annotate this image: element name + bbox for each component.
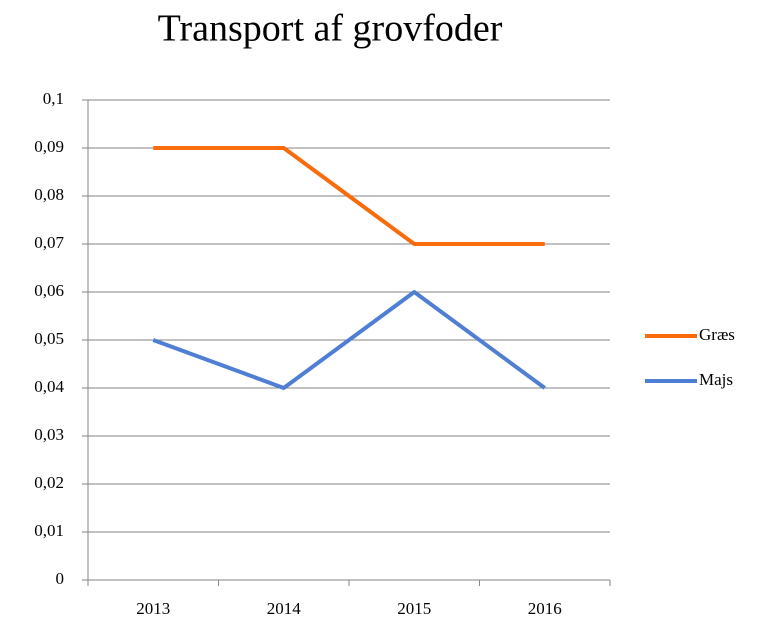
- y-tick-label: 0,09: [34, 137, 64, 156]
- y-tick-label: 0,01: [34, 521, 64, 540]
- y-tick-label: 0,06: [34, 281, 64, 300]
- x-tick-label: 2015: [397, 599, 431, 618]
- x-tick-label: 2014: [267, 599, 302, 618]
- legend-label: Majs: [699, 370, 733, 389]
- y-tick-label: 0,07: [34, 233, 64, 252]
- x-tick-label: 2013: [136, 599, 170, 618]
- y-tick-label: 0,04: [34, 377, 64, 396]
- x-tick-label: 2016: [528, 599, 562, 618]
- line-series: [153, 146, 545, 246]
- line-series: [152, 290, 546, 390]
- y-tick-label: 0,05: [34, 329, 64, 348]
- legend-label: Græs: [699, 325, 735, 344]
- y-tick-label: 0: [56, 569, 65, 588]
- chart-title: Transport af grovfoder: [158, 8, 503, 50]
- y-tick-label: 0,1: [43, 89, 64, 108]
- y-tick-label: 0,03: [34, 425, 64, 444]
- y-tick-label: 0,02: [34, 473, 64, 492]
- y-tick-label: 0,08: [34, 185, 64, 204]
